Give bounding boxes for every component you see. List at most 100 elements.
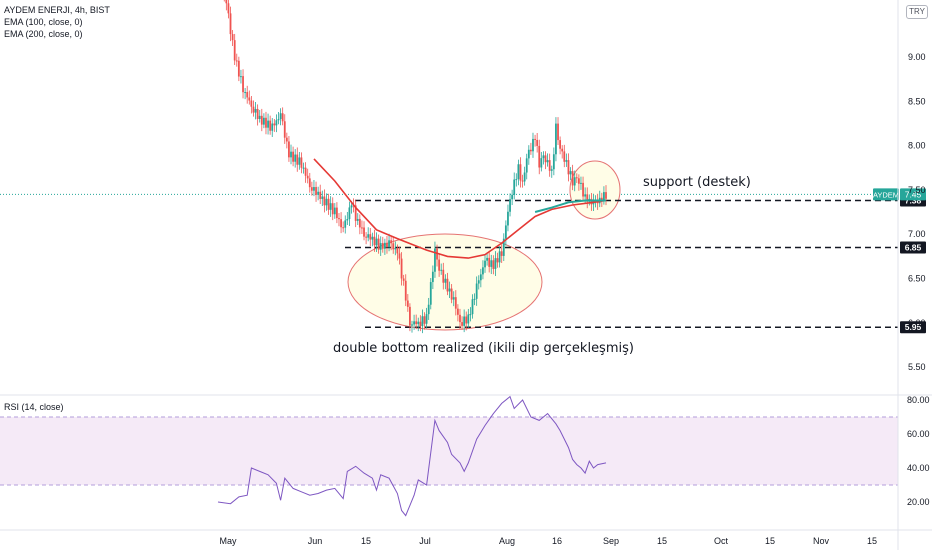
current-price-badge	[900, 188, 926, 201]
ema200-line	[534, 199, 606, 213]
candle-body	[319, 191, 322, 199]
currency-badge[interactable]: TRY	[906, 5, 928, 19]
candle-body	[358, 218, 361, 228]
level-price-badge-label: 5.95	[905, 322, 922, 332]
candle-body	[315, 187, 317, 195]
candle-body	[246, 92, 249, 98]
candle-body	[267, 120, 269, 128]
candle-body	[423, 316, 426, 324]
current-price-badge-label: 7.45	[905, 189, 922, 199]
support-annotation: support (destek)	[643, 175, 751, 190]
candle-body	[329, 203, 332, 210]
candle-body	[306, 175, 309, 179]
candle-body	[479, 274, 482, 281]
candle-body	[469, 314, 472, 316]
candle-body	[488, 257, 491, 267]
candle-body	[559, 140, 562, 149]
ema100-label[interactable]: EMA (100, close, 0)	[4, 17, 83, 27]
candle-body	[392, 243, 395, 250]
rsi-tick-label: 80.00	[907, 395, 930, 405]
candle-body	[242, 76, 244, 93]
candle-body	[262, 117, 265, 125]
candle-body	[434, 248, 436, 272]
candle-body	[498, 251, 501, 263]
candle-body	[377, 238, 380, 250]
candle-body	[265, 117, 267, 128]
candle-body	[258, 115, 261, 120]
candle-body	[304, 167, 307, 176]
candle-body	[530, 149, 532, 152]
time-tick-label: 15	[765, 536, 775, 546]
candle-body	[321, 196, 324, 199]
candle-body	[302, 167, 305, 169]
candle-body	[292, 151, 294, 162]
candle-body	[575, 177, 578, 179]
candle-body	[492, 260, 495, 269]
candle-body	[325, 198, 328, 206]
time-tick-label: Jun	[308, 536, 323, 546]
price-tick-label: 9.00	[908, 52, 926, 62]
candle-body	[496, 258, 499, 263]
candle-body	[227, 3, 230, 14]
time-tick-label: Jul	[419, 536, 431, 546]
time-tick-label: 15	[361, 536, 371, 546]
candle-body	[548, 160, 551, 171]
candle-body	[313, 187, 315, 191]
candle-body	[317, 191, 320, 195]
candle-body	[465, 316, 468, 324]
candle-body	[513, 179, 516, 195]
candle-body	[442, 269, 445, 283]
rsi-line	[217, 395, 607, 517]
candle-body	[371, 236, 374, 240]
candle-body	[296, 154, 299, 165]
candle-body	[477, 280, 480, 284]
candle-body	[290, 151, 292, 158]
candle-body	[567, 160, 570, 175]
candle-body	[603, 192, 605, 201]
candle-body	[388, 240, 390, 247]
candle-body	[361, 227, 363, 229]
candle-body	[490, 260, 493, 267]
candle-body	[338, 218, 340, 220]
price-tick-label: 7.00	[908, 229, 926, 239]
ema200-label[interactable]: EMA (200, close, 0)	[4, 29, 83, 39]
candle-body	[229, 13, 232, 35]
candle-body	[288, 141, 290, 158]
rsi-pane[interactable]	[0, 395, 898, 517]
candle-body	[421, 316, 424, 327]
candle-body	[582, 182, 584, 197]
candle-body	[369, 234, 372, 240]
candle-body	[277, 119, 280, 121]
candle-body	[519, 164, 522, 181]
candle-body	[431, 271, 434, 283]
candle-body	[235, 60, 238, 62]
candle-body	[417, 321, 420, 325]
double-bottom-annotation: double bottom realized (ikili dip gerçek…	[333, 341, 634, 356]
candle-body	[244, 92, 247, 94]
symbol-title[interactable]: AYDEM ENERJI, 4h, BIST	[4, 5, 110, 15]
candle-body	[279, 113, 282, 120]
rsi-label[interactable]: RSI (14, close)	[4, 402, 64, 412]
price-tick-label: 6.50	[908, 274, 926, 284]
level-price-badge-label: 6.85	[905, 242, 922, 252]
candle-body	[381, 243, 384, 249]
candle-body	[356, 218, 359, 221]
candle-body	[331, 203, 334, 215]
candle-body	[298, 157, 301, 165]
price-pane[interactable]: 7.38 6.85 5.95 AYDEM 7.45 support (destek) dou…	[0, 0, 926, 356]
candle-body	[590, 198, 593, 205]
candle-body	[550, 169, 553, 171]
candle-body	[406, 300, 409, 307]
candle-body	[348, 207, 351, 220]
candle-body	[517, 164, 520, 180]
level-price-badge	[900, 321, 926, 334]
candle-body	[367, 234, 370, 238]
candle-body	[448, 288, 451, 292]
rsi-tick-label: 60.00	[907, 429, 930, 439]
candle-body	[248, 97, 251, 101]
candle-body	[471, 299, 474, 315]
time-tick-label: 16	[552, 536, 562, 546]
candle-body	[254, 108, 257, 113]
